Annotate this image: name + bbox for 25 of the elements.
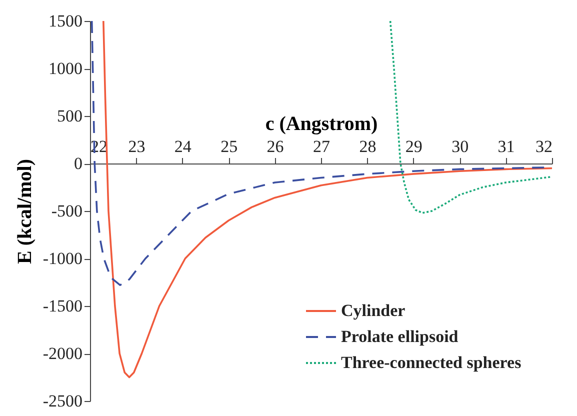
y-tick-label: -2500: [42, 392, 82, 410]
legend-label: Cylinder: [341, 301, 406, 320]
y-tick-label: -1000: [42, 249, 82, 268]
y-tick-label: -1500: [42, 296, 82, 316]
y-tick-label: -2000: [42, 344, 82, 363]
y-tick-label: -500: [51, 202, 82, 220]
legend-label: Three-connected spheres: [341, 353, 522, 372]
x-tick-label: 28: [359, 137, 376, 156]
y-tick-label: 1000: [48, 59, 82, 78]
y-axis-title: E (kcal/mol): [14, 159, 36, 264]
line-series: [389, 21, 552, 214]
x-tick-label: 32: [536, 137, 552, 156]
x-tick-label: 29: [405, 137, 422, 156]
x-tick-label: 31: [498, 137, 515, 156]
x-tick-label: 27: [313, 137, 330, 156]
legend-label: Prolate ellipsoid: [341, 327, 459, 346]
y-tick-label: 500: [57, 106, 82, 126]
x-tick-label: 26: [266, 137, 284, 156]
x-tick-label: 25: [220, 137, 238, 156]
x-tick-label: 24: [174, 137, 192, 156]
x-tick-label: 30: [452, 137, 469, 156]
y-tick-label: 0: [74, 154, 82, 173]
x-axis-title: c (Angstrom): [265, 113, 378, 135]
y-tick-label: 1500: [48, 12, 82, 30]
x-tick-label: 23: [128, 137, 146, 156]
